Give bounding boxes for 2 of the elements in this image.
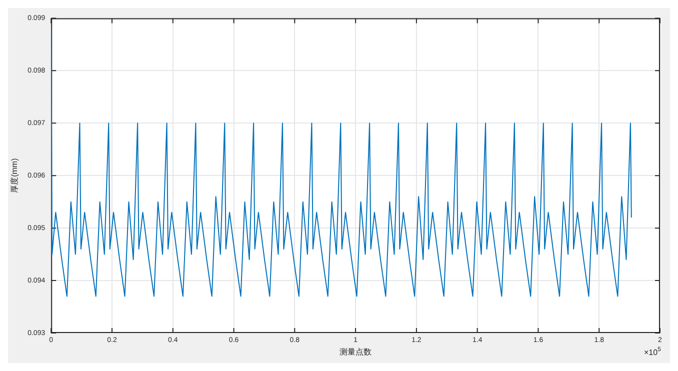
x-axis-title: 测量点数 <box>340 347 372 356</box>
y-axis-title: 厚度(mm) <box>10 158 20 193</box>
